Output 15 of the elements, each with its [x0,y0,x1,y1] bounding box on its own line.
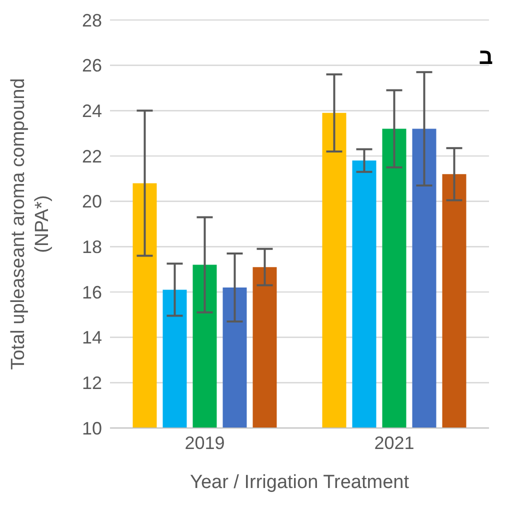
y-tick-label: 18 [82,237,102,258]
x-axis-title: Year / Irrigation Treatment [190,472,410,493]
y-axis-title: Total upleaseant aroma compound (NPA*) [8,78,53,370]
y-tick-label: 28 [82,10,102,30]
y-tick-label: 22 [82,146,102,166]
y-tick-label: 12 [82,373,102,394]
x-tick-label: 2021 [374,432,414,453]
y-tick-label: 16 [82,282,102,302]
y-tick-label: 10 [82,418,102,438]
annotation: ב [478,44,493,70]
x-tick-label: 2019 [184,432,225,453]
y-tick-label: 24 [82,101,102,122]
y-tick-label: 14 [82,328,102,348]
y-tick-label: 20 [82,192,102,212]
y-tick-label: 26 [82,56,102,76]
